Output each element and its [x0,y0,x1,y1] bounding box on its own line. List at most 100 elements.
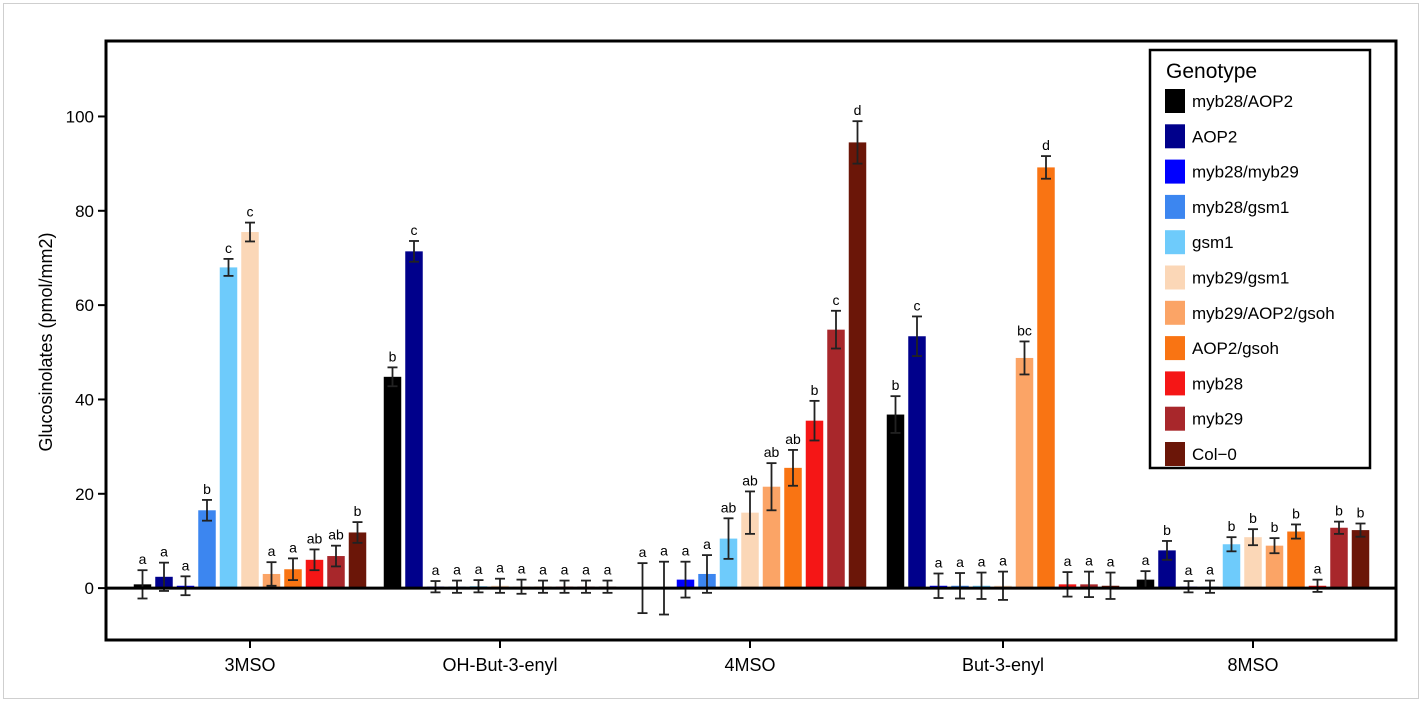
bar [1351,530,1370,589]
significance-label: ab [328,527,344,543]
bar [1287,531,1305,589]
significance-label: a [182,557,190,573]
y-tick-label: 80 [75,202,94,221]
significance-label: b [203,481,211,497]
legend-swatch [1165,300,1185,325]
bar [1330,527,1348,589]
y-tick-label: 0 [85,579,94,598]
bar [241,232,259,589]
y-tick-label: 100 [66,107,94,126]
legend-swatch [1165,124,1185,149]
bar [305,559,324,589]
bar [405,251,423,589]
significance-label: b [1292,505,1300,521]
legend-swatch [1165,336,1185,361]
significance-label: ab [742,472,758,488]
x-tick-label: 3MSO [224,655,275,675]
significance-label: a [518,561,526,577]
significance-label: a [1185,562,1193,578]
y-axis-label: Glucosinolates (pmol/mm2) [36,232,56,451]
significance-label: b [1163,522,1171,538]
significance-label: a [978,554,986,570]
significance-label: c [225,240,232,256]
legend-entry: Col−0 [1192,445,1237,464]
significance-label: c [247,204,254,220]
bar [1037,167,1055,589]
significance-label: a [1085,553,1093,569]
y-tick-label: 40 [75,390,94,409]
legend-swatch [1165,371,1185,396]
significance-label: b [354,503,362,519]
legend-swatch [1165,230,1185,255]
bar [741,512,759,589]
significance-label: c [833,292,840,308]
legend-swatch [1165,194,1185,219]
significance-label: a [475,561,483,577]
significance-label: a [432,562,440,578]
x-tick-label: 8MSO [1227,655,1278,675]
significance-label: a [582,562,590,578]
significance-label: b [1335,503,1343,519]
legend-swatch [1165,265,1185,290]
significance-label: a [935,554,943,570]
significance-label: bc [1017,322,1032,338]
significance-label: c [914,297,921,313]
bar [886,414,905,589]
significance-label: ab [785,431,801,447]
significance-label: a [160,544,168,560]
significance-label: b [811,382,819,398]
significance-label: b [1357,505,1365,521]
significance-label: a [268,543,276,559]
significance-label: ab [721,499,737,515]
bar [908,336,926,589]
bar [1222,544,1241,589]
significance-label: a [682,543,690,559]
legend-entry: myb28/AOP2 [1192,92,1293,111]
legend-box [1148,48,1372,470]
significance-label: a [639,544,647,560]
significance-label: ab [764,444,780,460]
bar [1265,545,1284,589]
bar [827,329,845,589]
bar [1244,537,1262,589]
legend-entry: myb28 [1192,374,1243,393]
bar [784,467,802,589]
significance-label: a [999,553,1007,569]
legend-swatch [1165,406,1185,431]
significance-label: a [660,543,668,559]
legend-swatch [1165,442,1185,466]
legend-entry: AOP2/gsoh [1192,339,1279,358]
significance-label: c [411,222,418,238]
bar [1015,357,1034,589]
significance-label: a [139,551,147,567]
bar [348,532,367,589]
significance-label: a [1206,562,1214,578]
legend-entry: myb29/gsm1 [1192,269,1289,288]
significance-label: a [496,560,504,576]
bar [719,538,738,589]
legend-entry: myb29 [1192,410,1243,429]
significance-label: a [539,562,547,578]
significance-label: b [1228,518,1236,534]
significance-label: a [956,554,964,570]
significance-label: d [1042,137,1050,153]
bar [762,486,781,589]
bar [219,267,238,589]
significance-label: a [561,562,569,578]
bar [383,376,402,589]
bar [198,510,216,589]
significance-label: ab [307,530,323,546]
significance-label: a [1107,554,1115,570]
bar [327,556,345,589]
x-tick-label: 4MSO [724,655,775,675]
x-tick-label: But-3-enyl [962,655,1044,675]
legend-title: Genotype [1166,60,1257,83]
significance-label: a [703,536,711,552]
significance-label: a [1314,561,1322,577]
significance-label: b [1249,510,1257,526]
significance-label: a [604,562,612,578]
y-tick-label: 20 [75,485,94,504]
legend-entry: myb28/gsm1 [1192,198,1289,217]
